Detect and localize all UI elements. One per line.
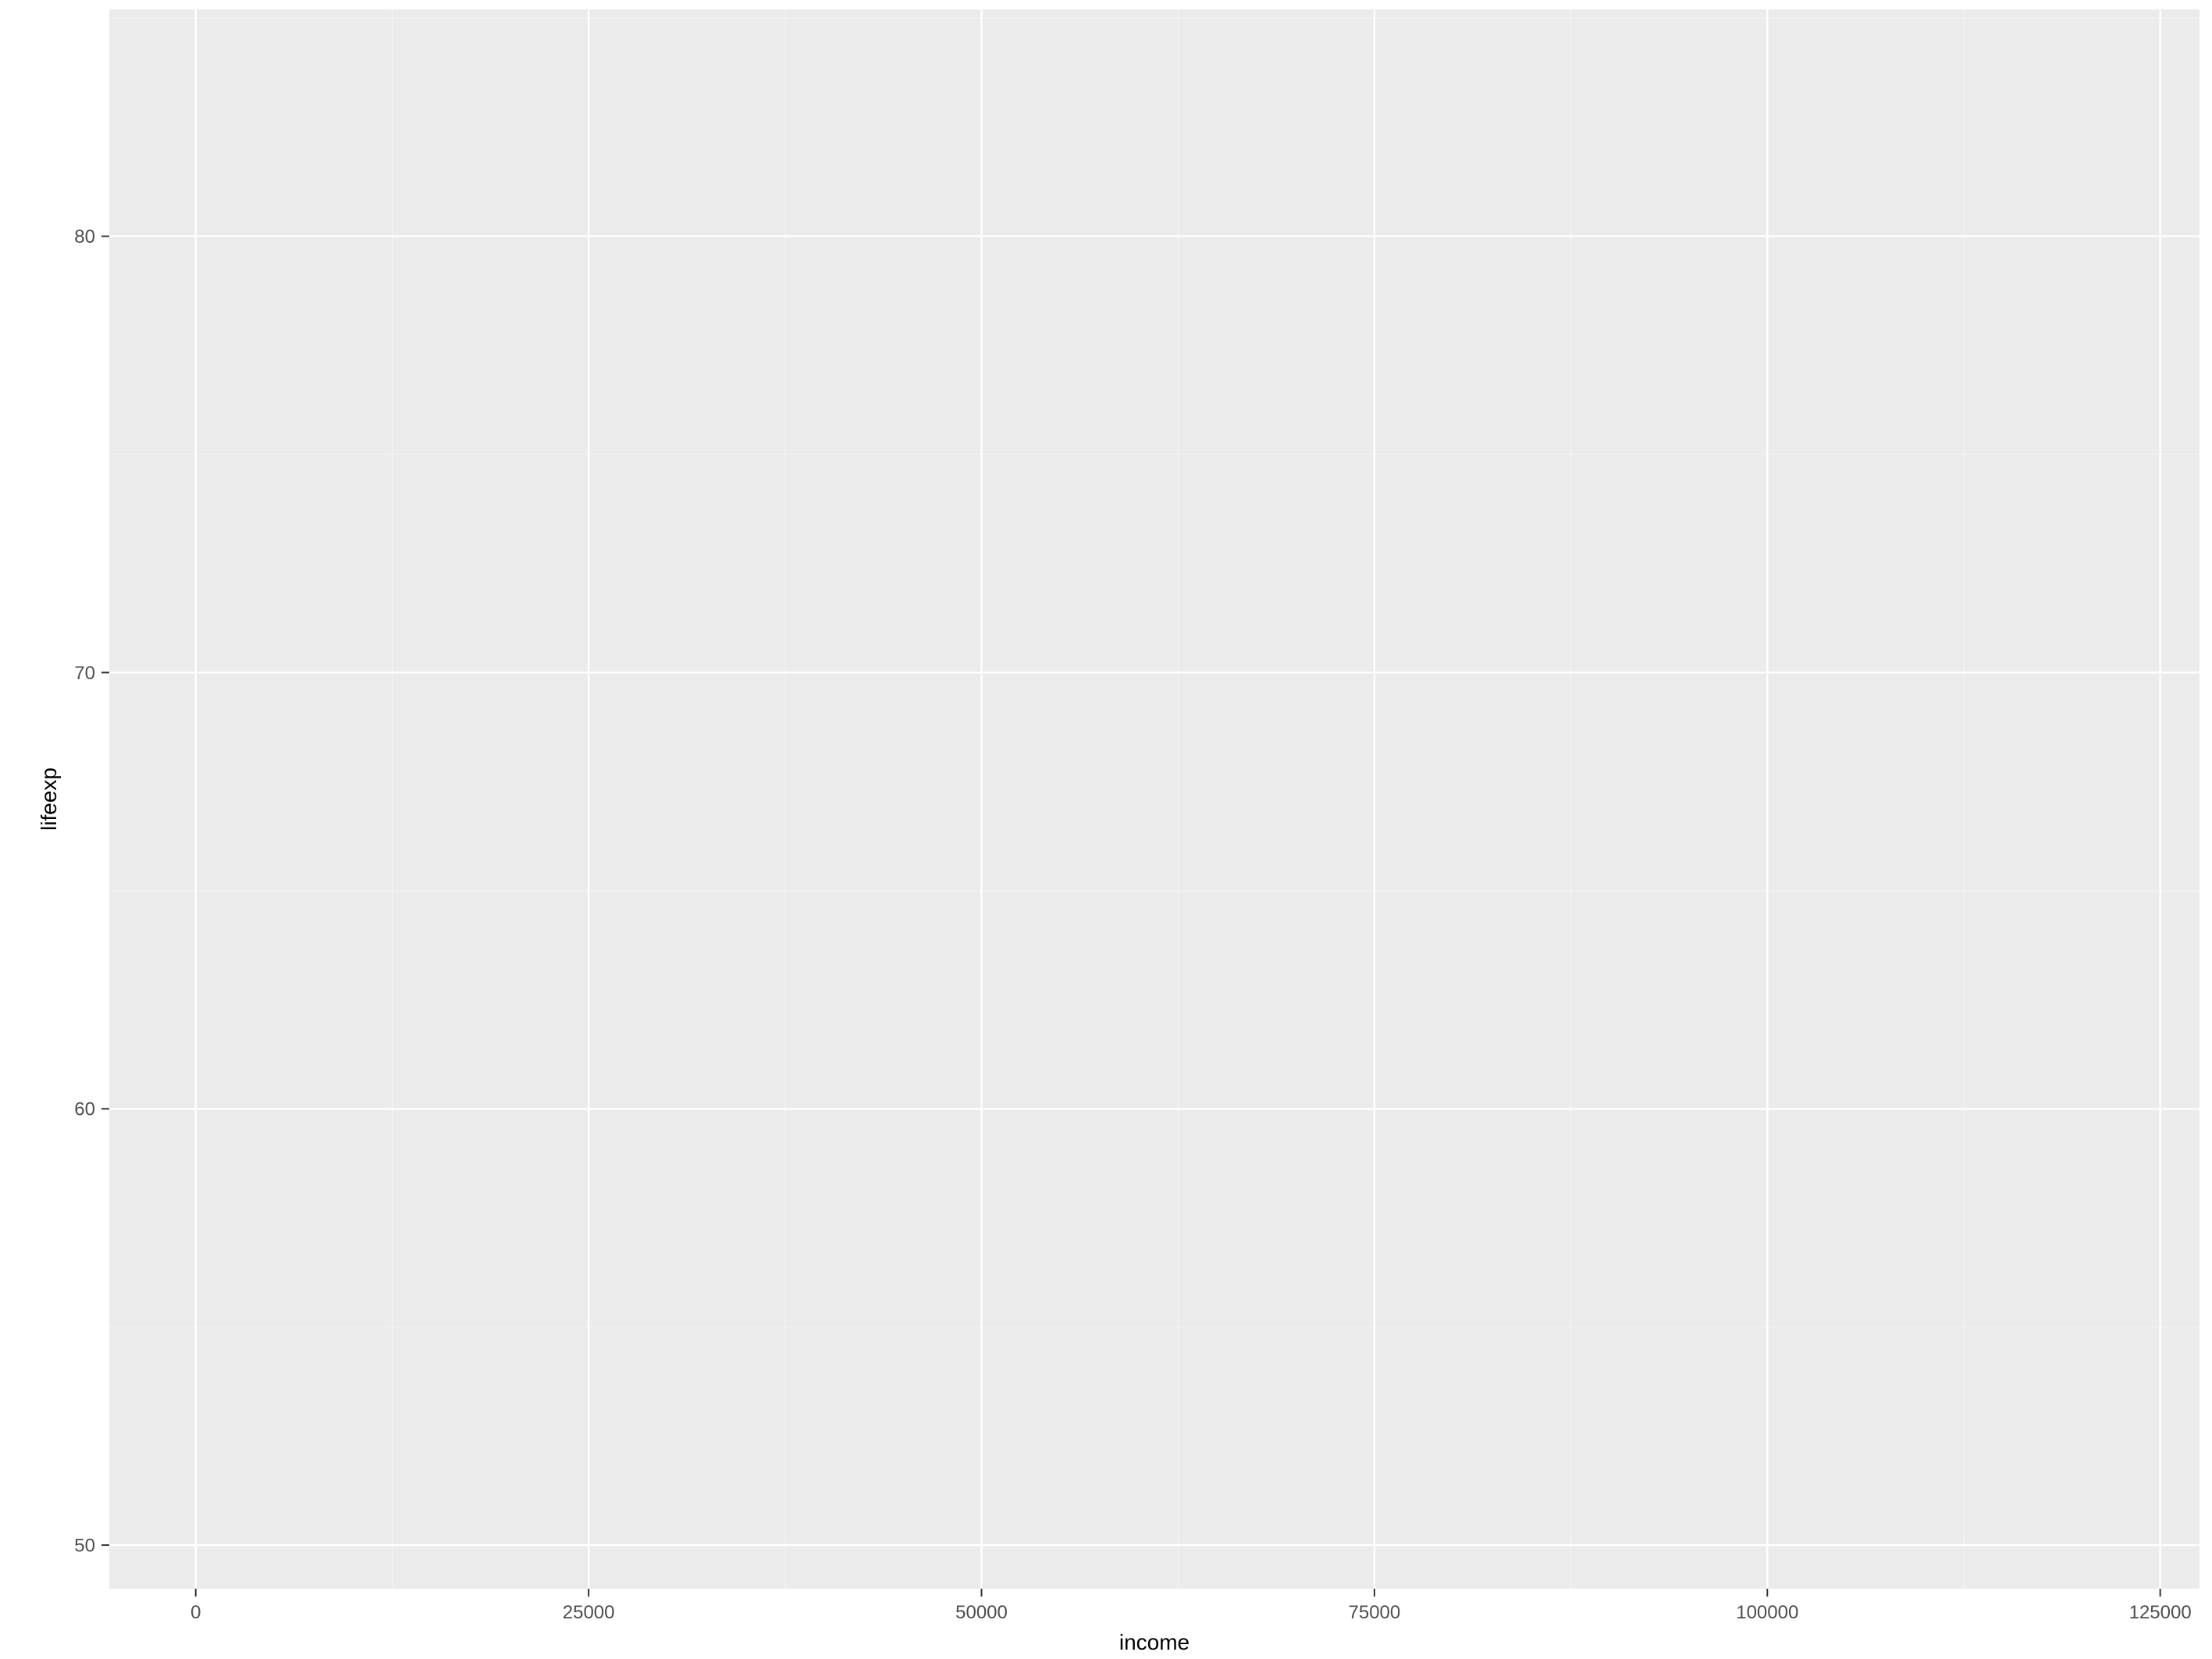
y-tick-label: 70 bbox=[74, 663, 95, 684]
plot-panel bbox=[109, 9, 2200, 1589]
y-tick-label: 80 bbox=[74, 226, 95, 247]
y-tick-label: 50 bbox=[74, 1536, 95, 1557]
chart-container: 0 25000 50000 75000 100000 125000 income 50 60 70… bbox=[0, 0, 2212, 1659]
x-tick-label: 0 bbox=[190, 1602, 201, 1623]
y-axis-title: lifeexp bbox=[37, 767, 61, 831]
y-tick-label: 60 bbox=[74, 1099, 95, 1120]
x-tick-label: 50000 bbox=[955, 1602, 1008, 1623]
x-tick-label: 75000 bbox=[1349, 1602, 1401, 1623]
x-tick-label: 125000 bbox=[2129, 1602, 2192, 1623]
x-tick-label: 100000 bbox=[1736, 1602, 1798, 1623]
x-axis-title: income bbox=[1119, 1630, 1190, 1654]
x-tick-label: 25000 bbox=[563, 1602, 615, 1623]
chart-svg: 0 25000 50000 75000 100000 125000 income 50 60 70… bbox=[0, 0, 2212, 1659]
